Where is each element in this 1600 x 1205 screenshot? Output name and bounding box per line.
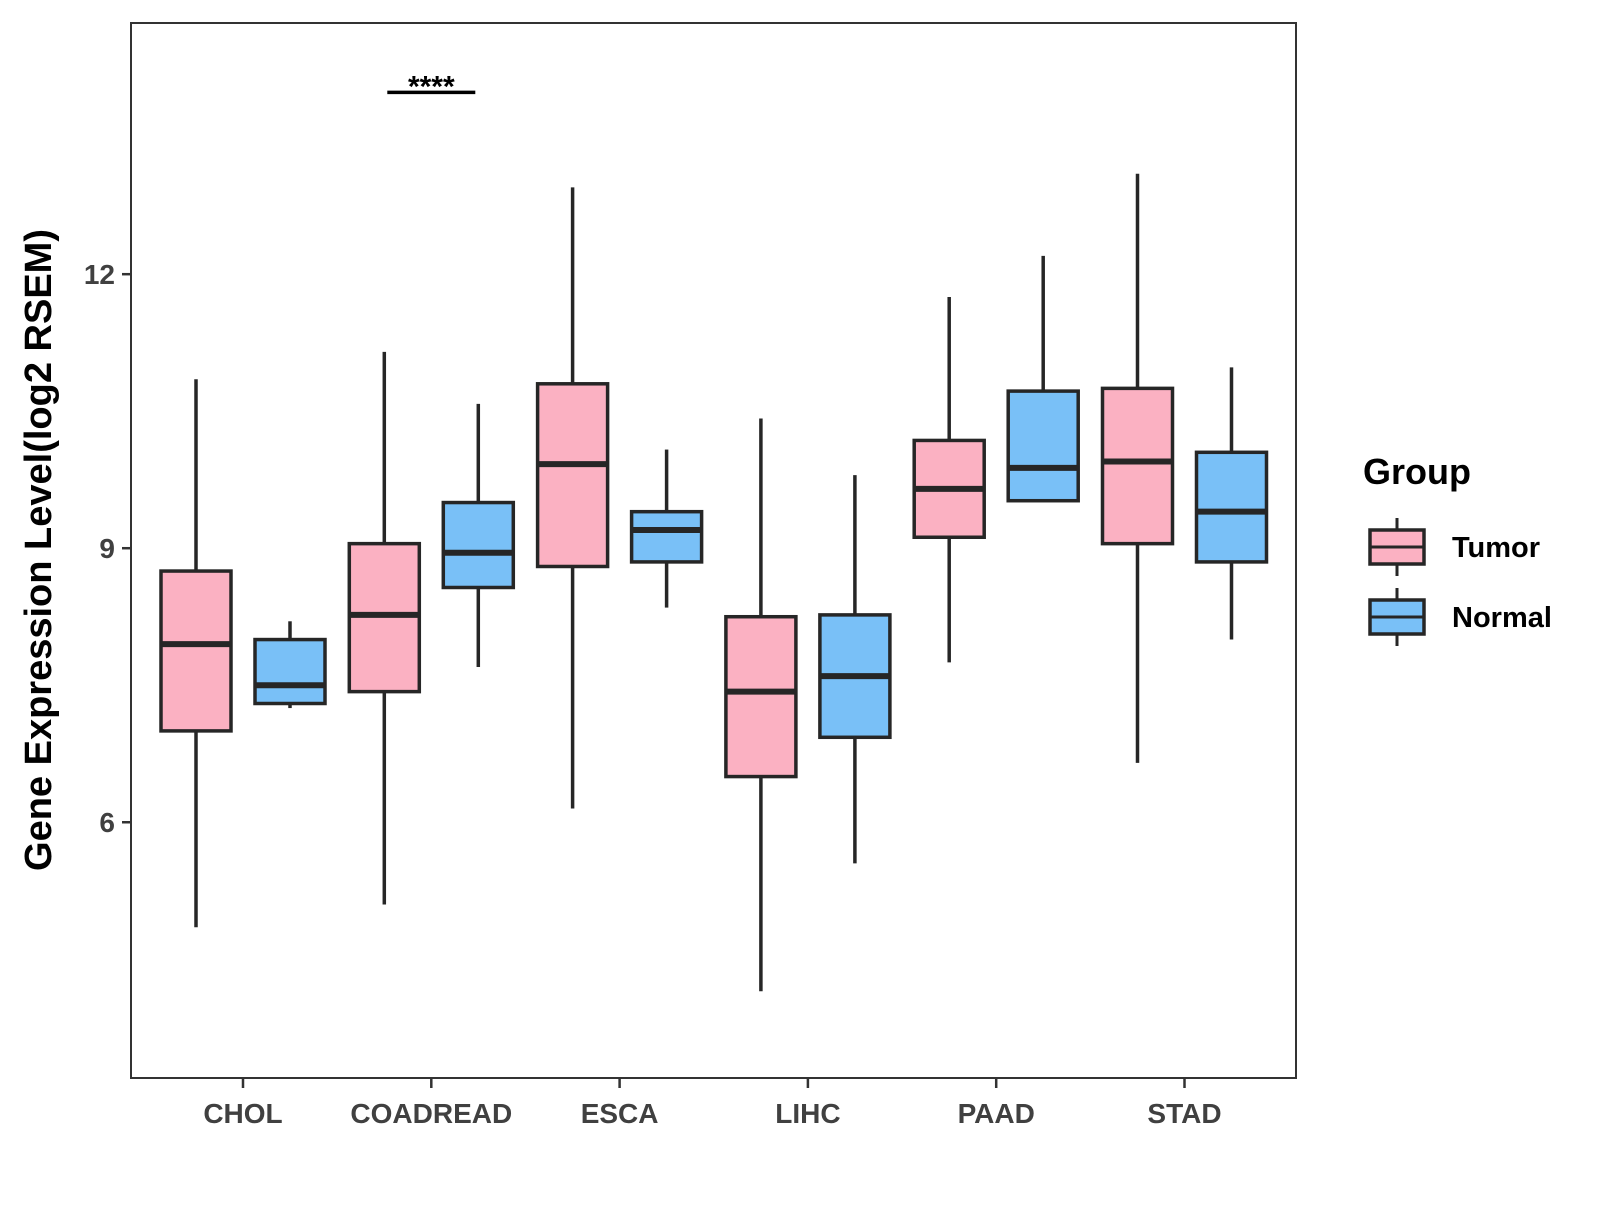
box-normal-paad <box>1006 255 1080 503</box>
box-series <box>159 173 1269 992</box>
y-tick-label: 6 <box>99 807 115 838</box>
box-body <box>1100 386 1175 546</box>
box-normal-coadread <box>441 403 516 667</box>
box-tumor-lihc <box>724 418 798 992</box>
significance-annotations: **** <box>387 70 476 103</box>
x-axis: CHOL COADREAD ESCA LIHC PAAD STAD <box>203 1078 1222 1129</box>
x-tick-label: ESCA <box>581 1098 659 1129</box>
box-body <box>629 509 704 564</box>
legend-title: Group <box>1363 451 1471 492</box>
x-tick-label: LIHC <box>775 1098 840 1129</box>
box-normal-esca <box>629 449 704 608</box>
legend: Group Tumor Normal <box>1363 451 1552 646</box>
box-body <box>253 637 327 706</box>
box-body <box>724 614 798 779</box>
box-body <box>1194 450 1269 564</box>
y-axis: 6 9 12 <box>84 259 131 838</box>
y-axis-title: Gene Expression Level(log2 RSEM) <box>18 229 60 871</box>
box-body <box>1006 389 1080 503</box>
box-normal-lihc <box>818 475 892 864</box>
box-body <box>159 569 233 733</box>
x-tick-label: PAAD <box>958 1098 1035 1129</box>
legend-label-tumor: Tumor <box>1452 532 1540 564</box>
box-tumor-stad <box>1100 173 1175 763</box>
legend-label-normal: Normal <box>1452 602 1552 634</box>
box-tumor-chol <box>159 379 233 928</box>
x-tick-label: COADREAD <box>350 1098 512 1129</box>
x-tick-label: CHOL <box>203 1098 282 1129</box>
y-tick-label: 9 <box>99 533 115 564</box>
box-tumor-esca <box>535 187 610 809</box>
box-normal-stad <box>1194 367 1269 640</box>
box-body <box>535 382 610 569</box>
y-tick-label: 12 <box>84 259 115 290</box>
box-body <box>441 500 516 590</box>
legend-item-tumor: Tumor <box>1368 518 1540 576</box>
legend-item-normal: Normal <box>1368 588 1552 646</box>
box-tumor-coadread <box>347 351 422 905</box>
box-tumor-paad <box>912 297 986 663</box>
x-tick-label: STAD <box>1147 1098 1221 1129</box>
significance-label: **** <box>408 70 455 103</box>
box-normal-chol <box>253 621 327 709</box>
plot-panel-border <box>130 22 1297 1079</box>
